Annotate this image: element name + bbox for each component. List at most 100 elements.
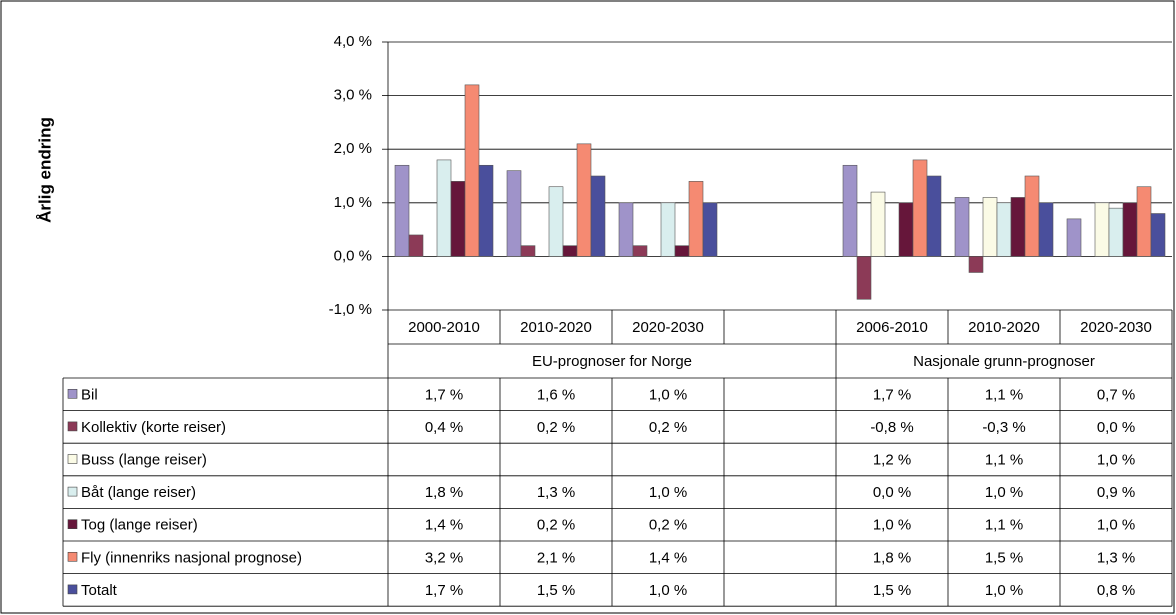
bar [590,175,606,257]
table-value: 0,0 % [1097,419,1135,436]
table-value: 1,8 % [873,549,911,566]
table-value: 1,3 % [1097,549,1135,566]
table-value: 0,2 % [537,517,575,534]
legend-swatch [67,486,78,497]
bar [660,202,676,257]
table-value: 1,0 % [1097,517,1135,534]
bar [912,159,928,257]
table-value: 1,7 % [425,582,463,599]
table-value: -0,8 % [870,419,913,436]
y-tick-label: 3,0 % [334,87,372,104]
x-tick-label: 2020-2030 [632,319,704,336]
table-value: 1,3 % [537,484,575,501]
y-tick-label: 4,0 % [334,33,372,50]
table-value: 1,6 % [537,386,575,403]
x-tick-label: 2010-2020 [520,319,592,336]
table-value: 1,1 % [985,517,1023,534]
x-tick-label: 2020-2030 [1080,319,1152,336]
bar [506,170,522,257]
legend-swatch [67,388,78,399]
bar [996,202,1012,257]
bar [394,164,410,257]
bar [982,197,998,257]
bar [548,186,564,257]
table-value: -0,3 % [982,419,1025,436]
bar [674,245,690,257]
table-value: 1,0 % [873,517,911,534]
bar [436,159,452,257]
bar [968,256,984,273]
table-value: 1,1 % [985,386,1023,403]
y-tick-label: 2,0 % [334,140,372,157]
bar [618,202,634,257]
bar [856,256,872,300]
table-value: 1,0 % [649,582,687,599]
bar [954,197,970,257]
legend-label: Kollektiv (korte reiser) [81,419,226,436]
table-value: 1,5 % [537,582,575,599]
table-value: 1,2 % [873,451,911,468]
table-value: 0,4 % [425,419,463,436]
bar [408,234,424,257]
bar [1094,202,1110,257]
bar [576,143,592,257]
table-value: 3,2 % [425,549,463,566]
table-value: 1,0 % [985,582,1023,599]
table-value: 1,4 % [649,549,687,566]
table-value: 1,4 % [425,517,463,534]
legend-label: Fly (innenriks nasjonal prognose) [81,549,302,566]
table-value: 0,2 % [649,517,687,534]
group-label: Nasjonale grunn-prognoser [913,353,1095,370]
x-tick-label: 2000-2010 [408,319,480,336]
y-tick-label: -1,0 % [329,301,372,318]
table-value: 1,5 % [985,549,1023,566]
x-tick-label: 2010-2020 [968,319,1040,336]
table-value: 1,1 % [985,451,1023,468]
bar [898,202,914,257]
group-label: EU-prognoser for Norge [532,353,692,370]
bar [1024,175,1040,257]
bar [1010,197,1026,257]
table-value: 0,2 % [649,419,687,436]
table-value: 1,0 % [649,386,687,403]
x-tick-label: 2006-2010 [856,319,928,336]
table-value: 0,8 % [1097,582,1135,599]
table-value: 0,9 % [1097,484,1135,501]
bar [562,245,578,257]
y-tick-label: 0,0 % [334,247,372,264]
bar [1122,202,1138,257]
table-value: 1,7 % [873,386,911,403]
table-value: 1,7 % [425,386,463,403]
y-axis-title: Årlig endring [35,117,54,223]
bar [842,164,858,257]
bar [1136,186,1152,257]
bar [520,245,536,257]
bar [450,181,466,257]
legend-label: Tog (lange reiser) [81,517,198,534]
legend-label: Buss (lange reiser) [81,451,207,468]
legend-label: Bil [81,386,98,403]
bar [1108,207,1124,257]
bar [1150,213,1166,257]
y-tick-label: 1,0 % [334,194,372,211]
table-value: 1,8 % [425,484,463,501]
legend-swatch [67,551,78,562]
bar [926,175,942,257]
bar [464,84,480,257]
table-value: 0,2 % [537,419,575,436]
legend-label: Båt (lange reiser) [81,484,196,501]
bar [870,191,886,257]
legend-swatch [67,421,78,432]
bar [478,164,494,257]
table-value: 1,0 % [649,484,687,501]
bar [688,181,704,257]
table-value: 1,5 % [873,582,911,599]
legend-swatch [67,519,78,530]
bar [1066,218,1082,257]
table-value: 2,1 % [537,549,575,566]
legend-label: Totalt [81,582,118,599]
table-value: 1,0 % [1097,451,1135,468]
legend-swatch [67,454,78,464]
